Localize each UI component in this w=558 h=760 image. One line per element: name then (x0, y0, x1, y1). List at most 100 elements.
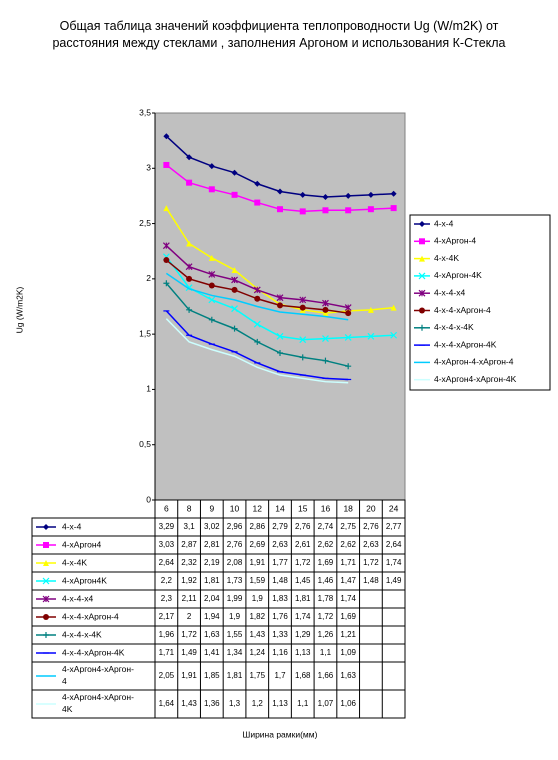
table-value: 2,05 (159, 671, 175, 680)
table-value: 1,49 (386, 576, 402, 585)
table-value: 1,09 (340, 648, 356, 657)
y-tick-label: 1 (146, 384, 151, 394)
table-value: 1,06 (340, 699, 356, 708)
legend-label: 4-xАргон-4-xАргон-4 (434, 357, 514, 367)
table-value: 1,68 (295, 671, 311, 680)
table-value: 1,85 (204, 671, 220, 680)
table-value: 2,79 (272, 522, 288, 531)
table-value: 1,48 (272, 576, 288, 585)
data-point (231, 191, 238, 198)
y-tick-label: 0,5 (139, 439, 151, 449)
table-value: 1,99 (227, 594, 243, 603)
data-point (277, 302, 283, 309)
series-line (165, 272, 349, 321)
data-point (367, 306, 374, 313)
table-value: 1,72 (363, 558, 379, 567)
table-value: 1,9 (229, 612, 241, 621)
x-tick-label: 18 (343, 503, 353, 513)
data-point (185, 263, 193, 271)
table-value: 1,43 (249, 630, 265, 639)
data-point (322, 335, 329, 342)
data-point (208, 186, 215, 193)
y-tick-label: 3 (146, 163, 151, 173)
table-value: 1,74 (386, 558, 402, 567)
table-value: 1,33 (272, 630, 288, 639)
table-value: 1,91 (249, 558, 265, 567)
table-value: 3,29 (159, 522, 175, 531)
data-point (299, 296, 307, 304)
data-point (253, 320, 261, 328)
table-row-label: 4-x-4-xАргон-4K (62, 647, 125, 657)
data-point (163, 257, 170, 264)
table-value: 1,71 (340, 558, 356, 567)
table-row-label: 4-xАргон4K (62, 575, 107, 585)
legend-marker (42, 577, 50, 585)
table-value: 1,29 (295, 630, 311, 639)
data-point (344, 304, 352, 312)
table-value: 2,2 (161, 576, 173, 585)
y-tick-label: 0 (146, 494, 151, 504)
table-value: 2,76 (363, 522, 379, 531)
table-value: 2,64 (386, 540, 402, 549)
table-value: 2,96 (227, 522, 243, 531)
x-tick-label: 8 (187, 503, 192, 513)
legend-label: 4-xАргон-4 (434, 236, 476, 246)
table-value: 2,63 (272, 540, 288, 549)
x-tick-label: 15 (298, 503, 308, 513)
table-value: 1,49 (181, 648, 197, 657)
table-value: 1,72 (318, 612, 334, 621)
table-value: 1,81 (204, 576, 220, 585)
legend-marker (419, 255, 425, 262)
y-tick-label: 3,5 (139, 107, 151, 117)
table-value: 1,77 (272, 558, 288, 567)
data-point (208, 163, 215, 170)
table-value: 1,78 (318, 594, 334, 603)
table-value: 1,24 (249, 648, 265, 657)
legend-marker (43, 542, 49, 548)
legend-box (409, 214, 551, 391)
table-value: 2,64 (159, 558, 175, 567)
table-value: 1,72 (295, 558, 311, 567)
legend-marker (42, 595, 50, 603)
data-point (253, 286, 261, 294)
table-value: 2,32 (181, 558, 197, 567)
table-value: 1,45 (295, 576, 311, 585)
data-point (322, 299, 329, 307)
legend-marker (419, 307, 425, 314)
y-tick-label: 2 (146, 273, 151, 283)
table-value: 2,19 (204, 558, 220, 567)
legend-label: 4-xАргон4-xАргон-4K (434, 374, 517, 384)
table-value: 2 (187, 612, 192, 621)
legend-label: 4-x-4-xАргон-4 (434, 305, 491, 315)
table-value: 1,96 (159, 630, 175, 639)
data-point (299, 336, 307, 344)
data-point (390, 205, 397, 212)
table-value: 2,86 (249, 522, 265, 531)
x-tick-label: 9 (209, 503, 214, 513)
data-point (254, 295, 261, 302)
table-value: 2,75 (340, 522, 356, 531)
table-value: 1,92 (181, 576, 197, 585)
table-row-label: 4-x-4K (62, 557, 87, 567)
data-point (186, 154, 193, 161)
table-value: 3,02 (204, 522, 220, 531)
table-value: 1,26 (318, 630, 334, 639)
data-point (208, 282, 215, 289)
data-point (322, 357, 329, 364)
data-point (277, 206, 283, 213)
data-point (276, 294, 284, 302)
table-row-label: 4-xАргон4 (62, 539, 102, 549)
table-value: 1,72 (181, 630, 197, 639)
data-point (299, 304, 306, 311)
y-tick-label: 2,5 (139, 218, 151, 228)
data-point (345, 310, 352, 317)
data-point (276, 332, 284, 340)
table-row-label: 4-x-4 (62, 521, 82, 531)
table-value: 2,74 (318, 522, 334, 531)
table-value: 1,07 (318, 699, 334, 708)
table-value: 1,55 (227, 630, 243, 639)
table-value: 1,41 (204, 648, 220, 657)
data-point (186, 179, 193, 186)
data-point (367, 332, 375, 340)
